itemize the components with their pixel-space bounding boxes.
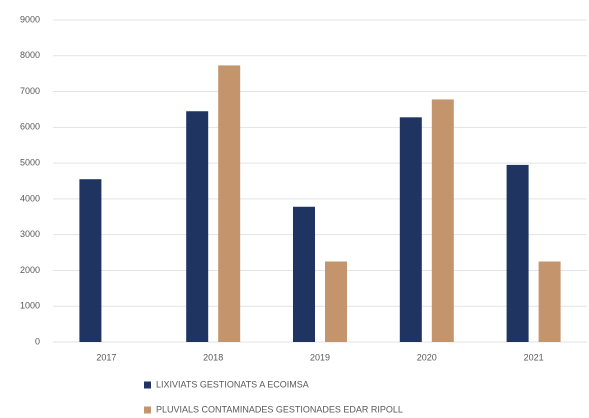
bar bbox=[293, 206, 315, 342]
x-tick-label: 2017 bbox=[96, 352, 116, 362]
y-tick-label: 2000 bbox=[20, 265, 40, 275]
y-tick-label: 7000 bbox=[20, 86, 40, 96]
y-tick-label: 4000 bbox=[20, 193, 40, 203]
y-tick-label: 9000 bbox=[20, 14, 40, 24]
x-tick-label: 2020 bbox=[417, 352, 437, 362]
y-tick-label: 3000 bbox=[20, 229, 40, 239]
x-tick-label: 2019 bbox=[310, 352, 330, 362]
legend-label: LIXIVIATS GESTIONATS A ECOIMSA bbox=[156, 379, 309, 389]
y-tick-label: 5000 bbox=[20, 157, 40, 167]
bar bbox=[79, 179, 102, 342]
legend-swatch bbox=[144, 406, 151, 414]
y-tick-label: 0 bbox=[35, 336, 40, 346]
legend-label: PLUVIALS CONTAMINADES GESTIONADES EDAR R… bbox=[156, 404, 403, 414]
bar bbox=[186, 111, 209, 342]
bar bbox=[218, 65, 241, 342]
y-tick-label: 6000 bbox=[20, 122, 40, 132]
bar bbox=[325, 261, 347, 342]
x-tick-label: 2021 bbox=[524, 352, 544, 362]
legend-swatch bbox=[144, 381, 151, 389]
x-tick-label: 2018 bbox=[203, 352, 223, 362]
y-tick-label: 8000 bbox=[20, 50, 40, 60]
y-tick-label: 1000 bbox=[20, 301, 40, 311]
bar bbox=[506, 164, 529, 342]
bar bbox=[399, 117, 422, 342]
bar bbox=[431, 99, 454, 342]
bar bbox=[538, 261, 561, 342]
